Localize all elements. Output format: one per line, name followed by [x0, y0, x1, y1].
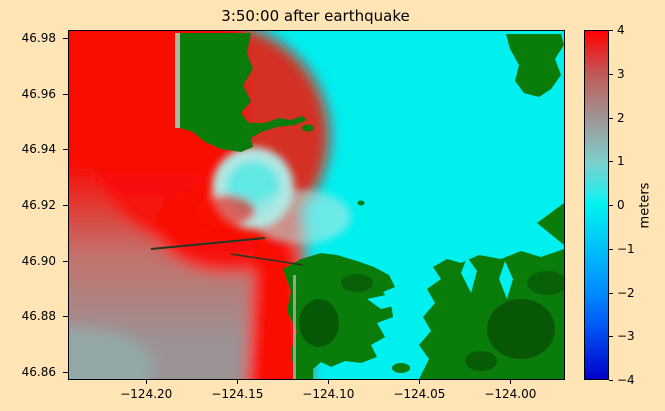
y-tick-label: 46.96 [21, 86, 56, 101]
y-tick-label: 46.88 [21, 309, 56, 324]
x-tick-label: −124.15 [211, 387, 264, 401]
colorbar-tick-label: −1 [617, 241, 635, 256]
y-tick-mark [63, 371, 68, 373]
colorbar-tick-mark [609, 205, 613, 206]
colorbar-label: meters [637, 182, 653, 228]
island [435, 359, 447, 367]
y-tick-label: 46.94 [21, 142, 56, 157]
colorbar-tick-mark [609, 380, 613, 381]
x-tick-mark [510, 380, 512, 384]
colorbar-ticks: 4 3 2 1 0 −1 −2 −3 −4 [609, 23, 655, 387]
chart-title: 3:50:00 after earthquake [221, 7, 410, 25]
x-tick-mark [237, 380, 239, 384]
colorbar-tick-mark [609, 336, 613, 338]
colorbar-tick-label: 1 [617, 154, 625, 169]
y-tick-mark [63, 316, 68, 318]
island [392, 363, 410, 373]
y-tick-mark [63, 38, 68, 40]
colorbar [584, 30, 609, 380]
colorbar-label-wrap: meters [633, 30, 657, 380]
x-tick-mark [146, 380, 148, 384]
y-tick-label: 46.92 [21, 198, 56, 212]
x-tick-mark [328, 380, 330, 384]
colorbar-tick-mark [609, 117, 613, 119]
harbor-entrance-water [195, 147, 351, 244]
colorbar-gradient [585, 31, 608, 379]
y-tick-label: 46.98 [21, 31, 56, 46]
x-tick-label: −124.10 [302, 387, 355, 401]
y-tick-mark [63, 260, 68, 262]
plot-area [68, 30, 565, 380]
colorbar-tick-mark [609, 30, 613, 31]
y-tick-label: 46.86 [21, 364, 56, 379]
x-tick-label: −124.20 [120, 387, 173, 401]
x-tick-label: −124.05 [393, 387, 446, 401]
northeast-land [506, 34, 564, 97]
colorbar-tick-label: 0 [617, 198, 625, 212]
x-tick-label: −124.00 [484, 387, 537, 401]
x-axis: −124.20 −124.15 −124.10 −124.05 −124.00 [68, 380, 565, 408]
beach-sand-south [293, 275, 296, 379]
north-peninsula-land [180, 33, 307, 152]
colorbar-tick-label: −4 [617, 373, 635, 387]
island [302, 124, 314, 132]
east-land-wedge [537, 203, 564, 245]
x-tick-mark [419, 380, 421, 384]
channel-notch [367, 293, 395, 309]
colorbar-tick-mark [609, 248, 613, 250]
colorbar-tick-label: −3 [617, 329, 635, 344]
y-tick-mark [63, 205, 68, 206]
beach-sand-spit [175, 33, 181, 128]
colorbar-tick-mark [609, 161, 613, 163]
colorbar-tick-mark [609, 292, 613, 294]
colorbar-tick-label: 3 [617, 66, 625, 81]
y-tick-label: 46.90 [21, 253, 56, 268]
island [357, 200, 365, 206]
jetties [150, 237, 304, 266]
bay-channel [461, 257, 477, 293]
y-axis: 46.98 46.96 46.94 46.92 46.90 46.88 46.86 [0, 30, 68, 380]
colorbar-tick-label: 4 [617, 23, 625, 37]
colorbar-tick-label: 2 [617, 110, 625, 125]
colorbar-tick-label: −2 [617, 285, 635, 300]
y-tick-mark [63, 93, 68, 95]
colorbar-tick-mark [609, 73, 613, 75]
y-tick-mark [63, 149, 68, 151]
bay-channel [499, 261, 513, 299]
map-canvas [69, 31, 564, 379]
land [175, 33, 564, 379]
